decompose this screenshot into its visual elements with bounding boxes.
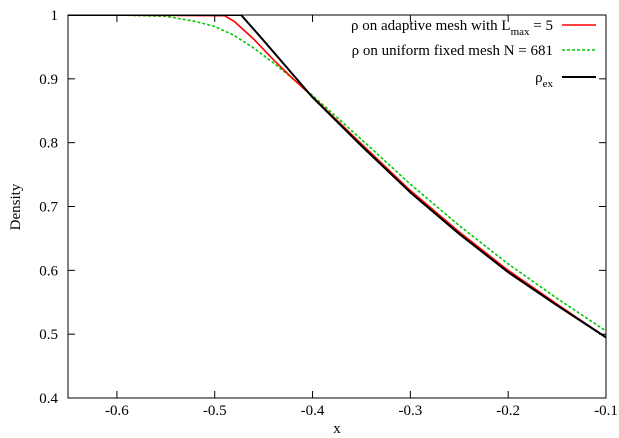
- series-line-0: [68, 15, 606, 339]
- y-tick-label: 0.9: [39, 72, 58, 88]
- x-tick-label: -0.1: [594, 403, 618, 419]
- x-tick-label: -0.6: [105, 403, 129, 419]
- y-tick-label: 0.4: [39, 391, 58, 407]
- y-tick-label: 0.6: [39, 263, 58, 279]
- x-axis-title: x: [333, 421, 341, 437]
- x-tick-label: -0.3: [398, 403, 422, 419]
- x-tick-label: -0.4: [301, 403, 325, 419]
- y-tick-label: 0.5: [39, 327, 58, 343]
- y-tick-label: 0.7: [39, 200, 58, 216]
- plot-frame: [67, 14, 607, 399]
- y-axis-title: Density: [8, 183, 24, 230]
- legend-label-0: ρ on adaptive mesh with Lmax = 5: [351, 18, 553, 38]
- legend: ρ on adaptive mesh with Lmax = 5 ρ on uni…: [351, 18, 596, 90]
- y-tick-label: 0.8: [39, 136, 58, 152]
- series-line-1: [68, 15, 606, 332]
- legend-label-2: ρex: [535, 70, 553, 90]
- y-tick-label: 1: [51, 8, 59, 24]
- legend-label-1: ρ on uniform fixed mesh N = 681: [352, 43, 553, 59]
- x-tick-label: -0.2: [496, 403, 520, 419]
- series-line-2: [68, 15, 606, 339]
- x-tick-label: -0.5: [203, 403, 227, 419]
